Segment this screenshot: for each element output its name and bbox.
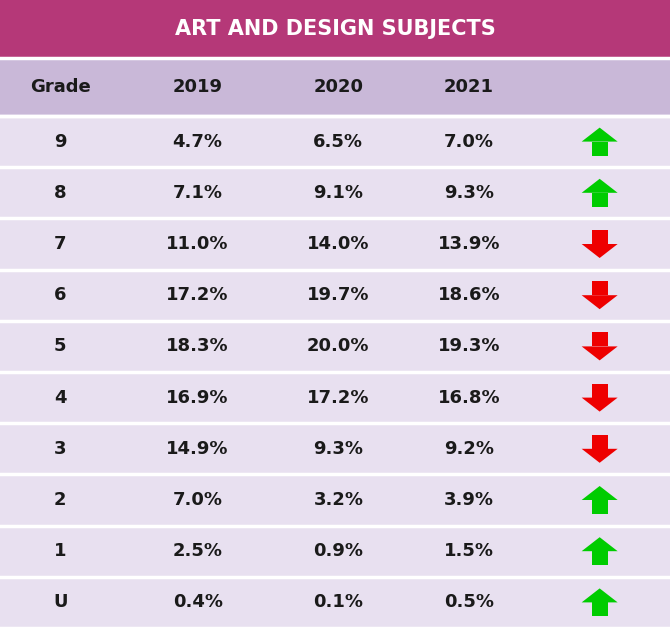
Polygon shape: [582, 179, 618, 193]
Bar: [592, 384, 608, 398]
Text: 2020: 2020: [314, 78, 363, 96]
Text: 0.1%: 0.1%: [314, 593, 363, 612]
Text: 3: 3: [54, 440, 66, 458]
Bar: [592, 602, 608, 617]
Text: 7.0%: 7.0%: [444, 133, 494, 151]
Text: 7.0%: 7.0%: [173, 491, 222, 509]
Bar: [0, 577, 670, 628]
Text: 3.2%: 3.2%: [314, 491, 363, 509]
Polygon shape: [582, 244, 618, 258]
Text: 17.2%: 17.2%: [166, 286, 229, 304]
Bar: [592, 500, 608, 514]
Text: 16.8%: 16.8%: [438, 389, 500, 406]
Bar: [0, 372, 670, 423]
Bar: [592, 435, 608, 449]
Text: 18.3%: 18.3%: [166, 337, 229, 355]
Bar: [0, 269, 670, 321]
Text: 19.7%: 19.7%: [307, 286, 370, 304]
Bar: [592, 193, 608, 207]
Text: 0.4%: 0.4%: [173, 593, 222, 612]
Polygon shape: [582, 449, 618, 463]
Text: 1.5%: 1.5%: [444, 542, 494, 560]
Text: 4.7%: 4.7%: [173, 133, 222, 151]
Text: 7.1%: 7.1%: [173, 184, 222, 202]
Text: ART AND DESIGN SUBJECTS: ART AND DESIGN SUBJECTS: [175, 19, 495, 39]
Polygon shape: [582, 588, 618, 602]
Text: 17.2%: 17.2%: [307, 389, 370, 406]
Text: 7: 7: [54, 235, 66, 253]
Bar: [0, 58, 670, 116]
Text: 1: 1: [54, 542, 66, 560]
Bar: [592, 141, 608, 156]
Text: U: U: [53, 593, 68, 612]
Text: 2021: 2021: [444, 78, 494, 96]
Text: 3.9%: 3.9%: [444, 491, 494, 509]
Text: 9: 9: [54, 133, 66, 151]
Text: 19.3%: 19.3%: [438, 337, 500, 355]
Text: 8: 8: [54, 184, 66, 202]
Text: 11.0%: 11.0%: [166, 235, 229, 253]
Bar: [0, 167, 670, 219]
Bar: [0, 321, 670, 372]
Text: 9.2%: 9.2%: [444, 440, 494, 458]
Bar: [592, 551, 608, 565]
Bar: [592, 230, 608, 244]
Text: 9.3%: 9.3%: [444, 184, 494, 202]
Text: 9.1%: 9.1%: [314, 184, 363, 202]
Text: 0.5%: 0.5%: [444, 593, 494, 612]
Text: 20.0%: 20.0%: [307, 337, 370, 355]
Polygon shape: [582, 295, 618, 309]
Bar: [0, 116, 670, 167]
Bar: [0, 0, 670, 58]
Bar: [592, 332, 608, 347]
Text: 2: 2: [54, 491, 66, 509]
Text: 14.0%: 14.0%: [307, 235, 370, 253]
Bar: [0, 219, 670, 269]
Bar: [0, 423, 670, 474]
Text: 5: 5: [54, 337, 66, 355]
Text: 2.5%: 2.5%: [173, 542, 222, 560]
Text: 0.9%: 0.9%: [314, 542, 363, 560]
Bar: [592, 281, 608, 295]
Polygon shape: [582, 537, 618, 551]
Text: 2019: 2019: [173, 78, 222, 96]
Bar: [0, 526, 670, 577]
Polygon shape: [582, 347, 618, 360]
Text: 6.5%: 6.5%: [314, 133, 363, 151]
Text: 9.3%: 9.3%: [314, 440, 363, 458]
Text: 18.6%: 18.6%: [438, 286, 500, 304]
Bar: [0, 474, 670, 526]
Polygon shape: [582, 398, 618, 411]
Text: Grade: Grade: [30, 78, 90, 96]
Text: 4: 4: [54, 389, 66, 406]
Text: 13.9%: 13.9%: [438, 235, 500, 253]
Polygon shape: [582, 486, 618, 500]
Text: 14.9%: 14.9%: [166, 440, 229, 458]
Text: 6: 6: [54, 286, 66, 304]
Polygon shape: [582, 127, 618, 141]
Text: 16.9%: 16.9%: [166, 389, 229, 406]
